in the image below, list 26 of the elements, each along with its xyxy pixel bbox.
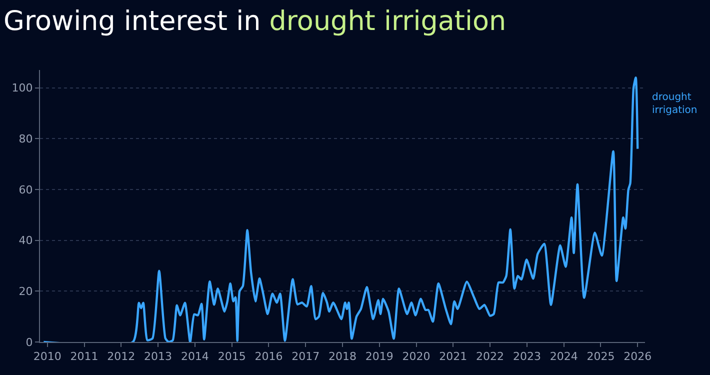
x-tick-label: 2013: [144, 350, 172, 364]
line-series: [42, 76, 639, 342]
y-tick-label: 0: [26, 336, 33, 349]
y-tick-label: 60: [18, 183, 33, 196]
x-tick-label: 2019: [365, 350, 394, 364]
y-tick-label: 20: [18, 285, 33, 298]
x-tick-label: 2010: [33, 350, 62, 364]
x-tick-label: 2016: [254, 350, 283, 364]
y-tick-label: 40: [18, 234, 33, 248]
x-tick-label: 2023: [512, 350, 541, 364]
x-tick-label: 2025: [586, 350, 615, 364]
x-tick-label: 2021: [439, 350, 468, 364]
x-tick-label: 2018: [328, 350, 356, 364]
chart-title: Growing interest in drought irrigation: [4, 6, 506, 38]
y-tick-label: 100: [12, 82, 33, 95]
x-tick-label: 2012: [107, 350, 136, 364]
x-tick-label: 2015: [218, 350, 246, 364]
x-tick-label: 2022: [476, 350, 504, 364]
y-tick-label: 80: [18, 132, 33, 146]
x-tick-label: 2011: [70, 350, 98, 364]
x-tick-label: 2026: [624, 350, 652, 364]
x-tick-label: 2014: [180, 350, 209, 364]
x-tick-label: 2020: [402, 350, 430, 364]
series-label: drought irrigation: [652, 92, 698, 116]
x-tick-label: 2017: [292, 350, 320, 364]
x-tick-label: 2024: [550, 350, 578, 364]
